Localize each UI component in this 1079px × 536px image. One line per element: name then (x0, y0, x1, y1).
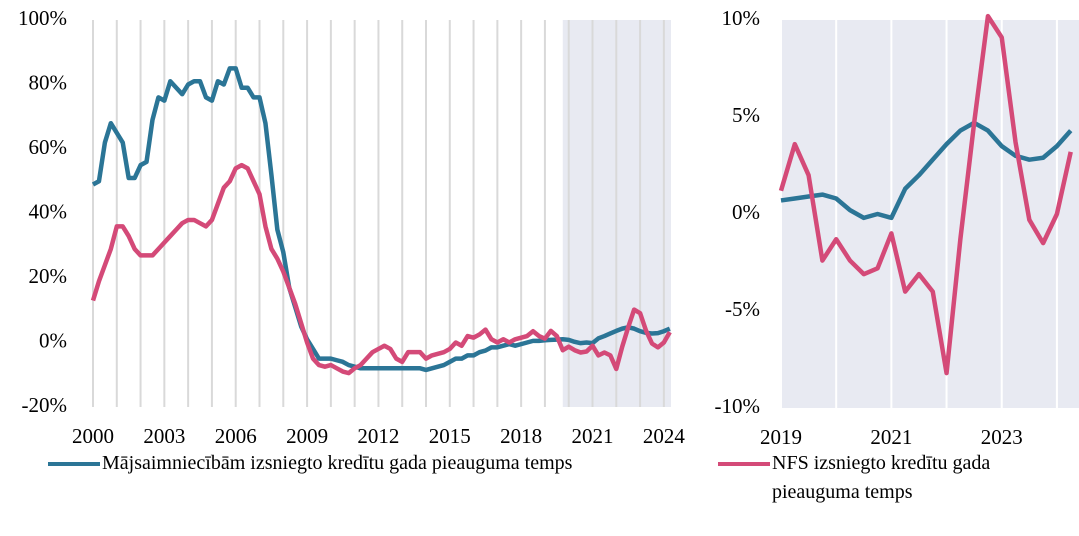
series-line (90, 162, 672, 376)
y-tick-label: 0% (732, 200, 760, 224)
y-tick-label: 5% (732, 103, 760, 127)
x-tick-label: 2006 (215, 424, 257, 448)
y-tick-label: 60% (29, 135, 68, 159)
x-tick-label: 2003 (143, 424, 185, 448)
x-tick-label: 2015 (429, 424, 471, 448)
series-line (780, 120, 1073, 221)
legend-key (718, 462, 770, 466)
legend-label: Mājsaimniecībām izsniegto kredītu gada p… (102, 452, 573, 474)
y-tick-label: -5% (725, 297, 760, 321)
legend-label: NFS izsniegto kredītu gada pieauguma tem… (772, 452, 991, 503)
shaded-region (781, 20, 1079, 408)
y-tick-label: -10% (715, 394, 761, 418)
x-tick-label: 2018 (500, 424, 542, 448)
y-tick-label: 80% (29, 70, 68, 94)
x-tick-label: 2012 (357, 424, 399, 448)
x-tick-label: 2024 (643, 424, 686, 448)
y-tick-label: -20% (22, 393, 68, 417)
legend-key (48, 462, 100, 466)
series-line (91, 66, 671, 373)
legend: Mājsaimniecībām izsniegto kredītu gada p… (48, 449, 688, 509)
x-tick-label: 2009 (286, 424, 328, 448)
legend: NFS izsniegto kredītu gada pieauguma tem… (718, 449, 1078, 509)
x-tick-label: 2021 (870, 425, 912, 449)
y-tick-label: 40% (29, 199, 68, 223)
x-tick-label: 2019 (760, 425, 802, 449)
x-tick-label: 2021 (572, 424, 614, 448)
series-line (778, 13, 1073, 376)
y-tick-label: 100% (18, 6, 67, 30)
y-tick-label: 0% (39, 328, 67, 352)
y-tick-label: 20% (29, 264, 68, 288)
x-tick-label: 2023 (981, 425, 1023, 449)
y-tick-label: 10% (722, 6, 761, 30)
x-tick-label: 2000 (72, 424, 114, 448)
